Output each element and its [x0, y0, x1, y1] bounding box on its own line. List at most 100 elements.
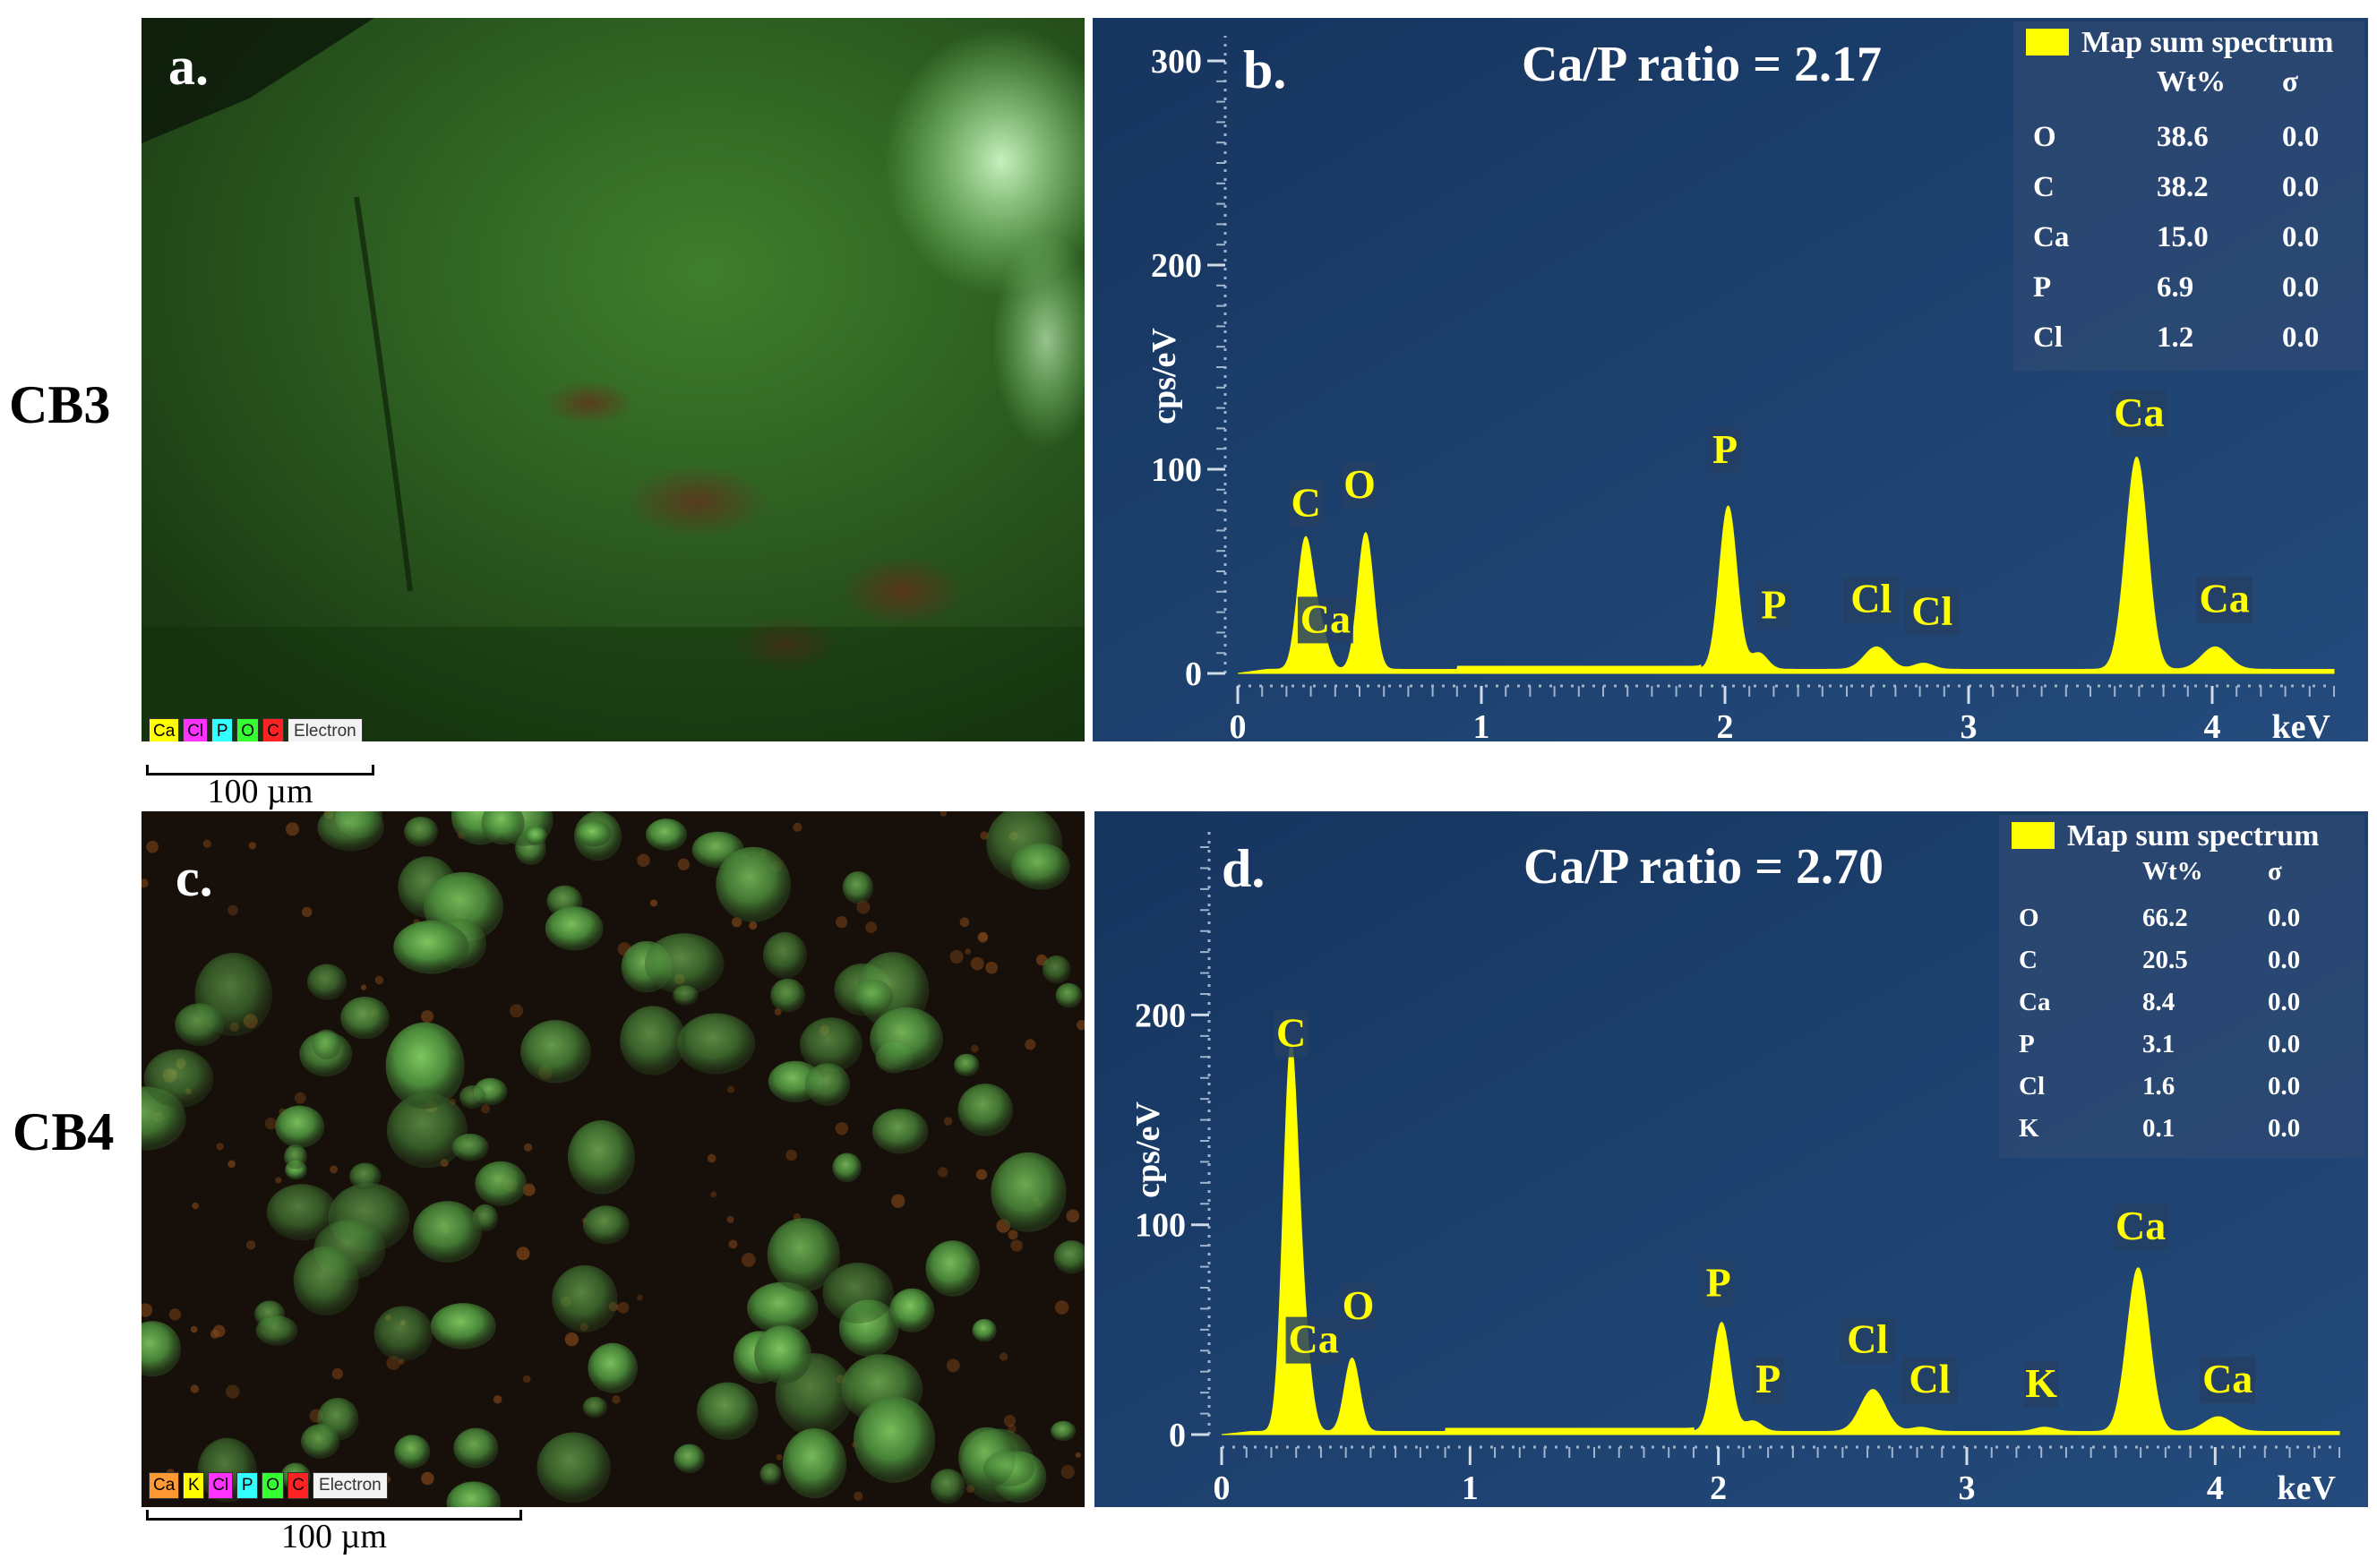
legend-chip: K — [183, 1472, 205, 1499]
panel-letter: d. — [1222, 839, 1265, 898]
legend-chip-electron: Electron — [313, 1472, 388, 1499]
legend-cell: 0.0 — [2282, 271, 2319, 304]
x-tick-label: 0 — [1230, 708, 1247, 741]
legend-cell: Ca — [2033, 221, 2069, 253]
legend-cell: 15.0 — [2157, 221, 2209, 253]
legend-header: σ — [2282, 66, 2298, 99]
legend-cell: 66.2 — [2142, 904, 2188, 932]
chart-title: Ca/P ratio = 2.17 — [1522, 37, 1882, 92]
peak-label: P — [1761, 581, 1786, 627]
legend-chip: Ca — [149, 1472, 180, 1499]
legend-cell: 8.4 — [2142, 988, 2175, 1016]
legend-chip: Ca — [149, 718, 180, 741]
y-tick-label: 0 — [1185, 655, 1202, 693]
peak-label-box — [1843, 576, 1900, 623]
y-axis-label: cps/eV — [1146, 328, 1183, 424]
peak-label-box — [2113, 1204, 2169, 1251]
legend-chip: C — [287, 1472, 310, 1499]
legend-cell: 6.9 — [2157, 271, 2193, 304]
legend-cell: 1.6 — [2142, 1072, 2175, 1101]
peak-label: C — [1291, 479, 1321, 525]
legend-title: Map sum spectrum — [2067, 819, 2319, 853]
legend-chip-electron: Electron — [287, 718, 363, 741]
scale-bar-cb4: 100 µm — [146, 1510, 522, 1556]
legend-chip: O — [236, 718, 260, 741]
peak-label-box — [2024, 1360, 2059, 1408]
legend-chip: C — [262, 718, 285, 741]
y-tick-label: 0 — [1169, 1417, 1186, 1454]
chart-title: Ca/P ratio = 2.70 — [1523, 839, 1884, 895]
eds-map-cb3: a. Ca Cl P O C Electron — [142, 18, 1085, 741]
x-tick-label: 4 — [2204, 708, 2221, 741]
legend-cell: Cl — [2033, 321, 2063, 354]
legend-header: σ — [2268, 857, 2282, 886]
x-tick-label: 4 — [2207, 1469, 2224, 1507]
legend-cell: K — [2019, 1114, 2039, 1143]
peak-label: K — [2025, 1360, 2057, 1406]
legend-cell: 3.1 — [2142, 1030, 2175, 1058]
legend-chip: O — [262, 1472, 285, 1499]
y-tick-label: 200 — [1151, 247, 1202, 285]
panel-letter-c: c. — [176, 848, 213, 907]
legend-swatch — [2012, 822, 2055, 849]
peak-label-box — [1756, 582, 1791, 630]
peak-label-box — [2200, 1357, 2256, 1404]
legend-cell: P — [2019, 1030, 2035, 1058]
x-tick-label: 2 — [1710, 1469, 1727, 1507]
peak-label-box — [1708, 427, 1742, 475]
legend-cell: 0.0 — [2282, 321, 2319, 354]
peak-label: Ca — [2115, 1203, 2166, 1248]
legend-cell: 0.0 — [2268, 946, 2300, 974]
peak-label-box — [1904, 588, 1961, 636]
legend-header: Wt% — [2157, 66, 2226, 99]
legend-cell: 20.5 — [2142, 946, 2188, 974]
legend-header: Wt% — [2142, 857, 2203, 886]
legend-cell: O — [2019, 904, 2039, 932]
peak-label: Ca — [2202, 1356, 2253, 1401]
peak-label: Ca — [2199, 576, 2249, 621]
legend-cell: 1.2 — [2157, 321, 2193, 354]
spectrum-area — [1221, 1041, 2340, 1435]
map-legend-cb4: Ca K Cl P O C Electron — [149, 1472, 391, 1499]
spectrum-chart-cb4: 0 100 200 cps/eV 0 1 2 3 4 keV C Ca O P P Cl Cl K Ca Ca d. Ca… — [1094, 811, 2368, 1507]
legend-cell: Cl — [2019, 1072, 2045, 1101]
peak-label-box — [1289, 480, 1324, 527]
peak-label: Cl — [1911, 587, 1952, 633]
legend-cell: 0.0 — [2282, 171, 2319, 203]
legend-cell: 0.0 — [2268, 1072, 2300, 1101]
legend-cell: C — [2019, 946, 2038, 974]
legend-cell: 0.0 — [2268, 1030, 2300, 1058]
peak-label: C — [1276, 1010, 1306, 1056]
peak-label: O — [1343, 1282, 1375, 1328]
scale-bar-cb3: 100 µm — [146, 765, 374, 811]
legend-chip: P — [211, 718, 234, 741]
x-tick-label: 3 — [1959, 1469, 1976, 1507]
peak-label-box — [1274, 1010, 1309, 1058]
legend-cell: 0.0 — [2268, 904, 2300, 932]
x-tick-label: 1 — [1473, 708, 1490, 741]
scale-bar-label: 100 µm — [207, 773, 313, 810]
legend-cell: 0.0 — [2282, 121, 2319, 153]
peak-label: Cl — [1847, 1316, 1888, 1362]
legend-box — [1999, 815, 2364, 1158]
y-tick-label: 300 — [1151, 43, 1202, 81]
spectrum-svg-cb3: 0 100 200 300 cps/eV 0 1 2 3 4 keV C Ca O P P Cl Cl Ca Ca b.… — [1093, 18, 2368, 741]
peak-label-box — [1901, 1357, 1958, 1404]
x-tick-label: 1 — [1462, 1469, 1479, 1507]
legend-cell: 0.0 — [2268, 1114, 2300, 1143]
map-legend-cb3: Ca Cl P O C Electron — [149, 718, 366, 741]
legend-cell: 0.0 — [2268, 988, 2300, 1016]
peak-label: Cl — [1850, 576, 1892, 621]
peak-label: Ca — [1300, 595, 1351, 641]
legend-cell: O — [2033, 121, 2056, 153]
x-tick-label: 0 — [1214, 1469, 1231, 1507]
legend-title: Map sum spectrum — [2081, 26, 2333, 59]
scale-bar-label: 100 µm — [281, 1518, 387, 1555]
peak-label: Ca — [2114, 390, 2164, 435]
panel-letter: b. — [1243, 40, 1286, 99]
y-tick-label: 200 — [1135, 997, 1186, 1034]
peak-label: P — [1755, 1356, 1781, 1401]
legend-cell: 38.2 — [2157, 171, 2209, 203]
x-axis-label: keV — [2278, 1469, 2337, 1507]
peak-label-box — [2196, 576, 2253, 623]
